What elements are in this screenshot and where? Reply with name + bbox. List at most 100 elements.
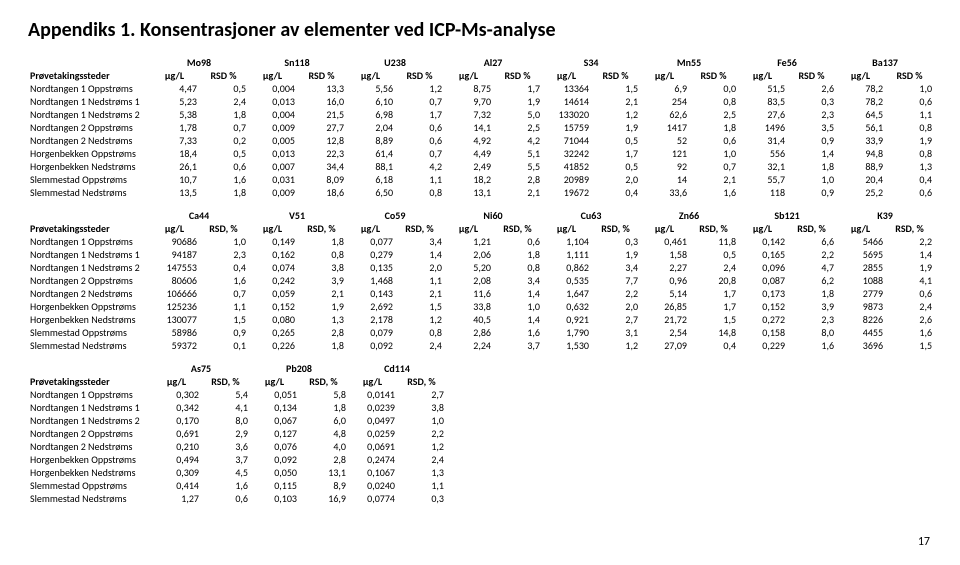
cell-value: 0,0774: [348, 492, 397, 505]
cell-value: 2,1: [395, 287, 444, 300]
cell-value: 5,0: [493, 108, 542, 121]
el-header: Mo98: [150, 56, 248, 69]
cell-value: 51,5: [738, 82, 787, 95]
cell-value: 71044: [542, 134, 591, 147]
unit-ug: µg/L: [248, 69, 297, 82]
cell-value: 1,1: [885, 108, 934, 121]
cell-value: 2855: [836, 261, 885, 274]
cell-value: 0,004: [248, 108, 297, 121]
cell-value: 1,6: [493, 326, 542, 339]
cell-value: 0,8: [297, 248, 346, 261]
cell-value: 0,7: [199, 121, 248, 134]
cell-value: 2,54: [640, 326, 689, 339]
cell-value: 0,1067: [348, 466, 397, 479]
cell-value: 8,09: [297, 173, 346, 186]
cell-value: 118: [738, 186, 787, 199]
cell-value: 20,8: [689, 274, 738, 287]
cell-value: 14: [640, 173, 689, 186]
cell-value: 11,8: [689, 235, 738, 248]
cell-value: 0,0240: [348, 479, 397, 492]
cell-value: 1,0: [787, 173, 836, 186]
cell-value: 147553: [150, 261, 199, 274]
unit-header-row: Prøvetakingssteder µg/LRSD, % µg/LRSD, %…: [28, 222, 934, 235]
cell-value: 0,7: [689, 160, 738, 173]
row-label: Slemmestad Nedstrøms: [28, 339, 150, 352]
cell-value: 2,3: [199, 248, 248, 261]
table-row: Nordtangen 1 Nedstrøms 21475530,40,0743,…: [28, 261, 934, 274]
cell-value: 5695: [836, 248, 885, 261]
cell-value: 14614: [542, 95, 591, 108]
cell-value: 0,0239: [348, 401, 397, 414]
cell-value: 1,6: [199, 274, 248, 287]
cell-value: 0,3: [787, 95, 836, 108]
cell-value: 0,115: [250, 479, 299, 492]
cell-value: 0,691: [152, 427, 201, 440]
cell-value: 0,013: [248, 95, 297, 108]
cell-value: 4,49: [444, 147, 493, 160]
element-header-row: Ca44 V51 Co59 Ni60 Cu63 Zn66 Sb121 K39: [28, 209, 934, 222]
cell-value: 0,5: [591, 160, 640, 173]
cell-value: 2,8: [493, 173, 542, 186]
unit-rsd: RSD %: [689, 69, 738, 82]
cell-value: 5,38: [150, 108, 199, 121]
row-label: Nordtangen 1 Nedstrøms 2: [28, 108, 150, 121]
el-header: Sn118: [248, 56, 346, 69]
cell-value: 7,32: [444, 108, 493, 121]
cell-value: 0,4: [885, 173, 934, 186]
row-header: Prøvetakingssteder: [28, 222, 150, 235]
row-label: Nordtangen 2 Oppstrøms: [28, 274, 150, 287]
row-header: Prøvetakingssteder: [28, 69, 150, 82]
cell-value: 0,0259: [348, 427, 397, 440]
cell-value: 0,9: [199, 326, 248, 339]
unit-rsd: RSD, %: [199, 222, 248, 235]
cell-value: 2,86: [444, 326, 493, 339]
el-header: Al27: [444, 56, 542, 69]
cell-value: 1,647: [542, 287, 591, 300]
cell-value: 0,134: [250, 401, 299, 414]
cell-value: 1,2: [395, 313, 444, 326]
unit-ug: µg/L: [444, 69, 493, 82]
cell-value: 1,1: [395, 173, 444, 186]
cell-value: 26,1: [150, 160, 199, 173]
cell-value: 0,135: [346, 261, 395, 274]
unit-rsd: RSD %: [885, 69, 934, 82]
el-header: Ni60: [444, 209, 542, 222]
cell-value: 6,0: [299, 414, 348, 427]
cell-value: 0,013: [248, 147, 297, 160]
cell-value: 18,6: [297, 186, 346, 199]
cell-value: 0,087: [738, 274, 787, 287]
cell-value: 92: [640, 160, 689, 173]
cell-value: 0,059: [248, 287, 297, 300]
cell-value: 0,8: [885, 147, 934, 160]
cell-value: 5,20: [444, 261, 493, 274]
cell-value: 22,3: [297, 147, 346, 160]
cell-value: 83,5: [738, 95, 787, 108]
unit-rsd: RSD, %: [787, 222, 836, 235]
cell-value: 0,127: [250, 427, 299, 440]
table-row: Horgenbekken Oppstrøms1252361,10,1521,92…: [28, 300, 934, 313]
table-row: Nordtangen 2 Oppstrøms806061,60,2423,91,…: [28, 274, 934, 287]
cell-value: 20,4: [836, 173, 885, 186]
cell-value: 20989: [542, 173, 591, 186]
cell-value: 0,461: [640, 235, 689, 248]
cell-value: 0,921: [542, 313, 591, 326]
cell-value: 1,4: [493, 313, 542, 326]
cell-value: 556: [738, 147, 787, 160]
cell-value: 11,6: [444, 287, 493, 300]
row-label: Nordtangen 2 Oppstrøms: [28, 121, 150, 134]
unit-rsd: RSD, %: [493, 222, 542, 235]
cell-value: 0,096: [738, 261, 787, 274]
cell-value: 0,162: [248, 248, 297, 261]
cell-value: 4,47: [150, 82, 199, 95]
table-row: Slemmestad Nedstrøms13,51,80,00918,66,50…: [28, 186, 934, 199]
cell-value: 0,0691: [348, 440, 397, 453]
cell-value: 1,0: [397, 414, 446, 427]
el-header: Ba137: [836, 56, 934, 69]
table-row: Slemmestad Nedstrøms1,270,60,10316,90,07…: [28, 492, 446, 505]
cell-value: 18,4: [150, 147, 199, 160]
page-title: Appendiks 1. Konsentrasjoner av elemente…: [28, 18, 932, 42]
table-row: Nordtangen 1 Nedstrøms 1941872,30,1620,8…: [28, 248, 934, 261]
cell-value: 2,6: [885, 313, 934, 326]
cell-value: 0,6: [199, 160, 248, 173]
cell-value: 2,4: [199, 95, 248, 108]
